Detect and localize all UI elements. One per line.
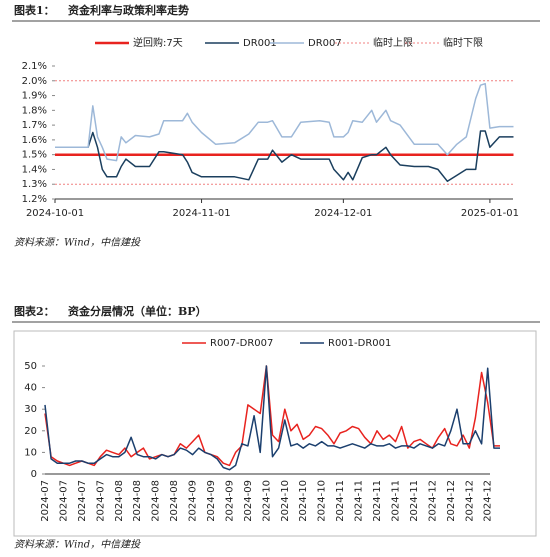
x-tick-label: 2024-12 bbox=[446, 480, 457, 522]
figure-title: 资金利率与政策利率走势 bbox=[68, 3, 189, 17]
y-tick-label: 2.0% bbox=[22, 76, 47, 87]
y-tick-label: 2.1% bbox=[22, 61, 47, 72]
x-tick-label: 2024-07 bbox=[40, 480, 51, 522]
x-tick-label: 2024-10 bbox=[280, 480, 291, 522]
x-tick-label: 2024-11 bbox=[390, 480, 401, 522]
x-tick-label: 2024-07 bbox=[95, 480, 106, 522]
legend-label: DR007 bbox=[308, 38, 342, 49]
x-tick-label: 2024-09 bbox=[188, 480, 199, 522]
x-tick-label: 2024-11 bbox=[372, 480, 383, 522]
legend-label: R007-DR007 bbox=[210, 338, 273, 349]
y-tick-label: 30 bbox=[24, 404, 37, 415]
x-tick-label: 2024-09 bbox=[206, 480, 217, 522]
chart-frame bbox=[13, 330, 537, 537]
x-tick-label: 2024-10 bbox=[317, 480, 328, 522]
y-tick-label: 10 bbox=[24, 447, 37, 458]
y-tick-label: 20 bbox=[24, 426, 37, 437]
y-tick-label: 50 bbox=[24, 361, 37, 372]
y-tick-label: 1.8% bbox=[22, 105, 47, 116]
y-tick-label: 1.7% bbox=[22, 120, 47, 131]
y-tick-label: 1.6% bbox=[22, 135, 47, 146]
figure-label: 图表1： bbox=[14, 3, 55, 17]
series-line bbox=[44, 365, 500, 471]
x-tick-label: 2024-11 bbox=[335, 480, 346, 522]
x-tick-label: 2024-09 bbox=[224, 480, 235, 522]
y-tick-label: 40 bbox=[24, 383, 37, 394]
source-note: 资料来源：Wind，中信建投 bbox=[14, 539, 141, 551]
x-tick-label: 2024-11 bbox=[409, 480, 420, 522]
legend-label: R001-DR001 bbox=[328, 338, 391, 349]
x-tick-label: 2024-10 bbox=[298, 480, 309, 522]
y-tick-label: 1.5% bbox=[22, 150, 47, 161]
series-line bbox=[55, 82, 514, 162]
x-tick-label: 2024-11-01 bbox=[172, 208, 230, 219]
source-note: 资料来源：Wind，中信建投 bbox=[14, 237, 141, 249]
x-tick-label: 2025-01-01 bbox=[461, 208, 519, 219]
figure-title: 资金分层情况（单位：BP） bbox=[68, 304, 207, 318]
y-tick-label: 1.3% bbox=[22, 179, 47, 190]
y-tick-label: 0 bbox=[31, 469, 37, 480]
x-tick-label: 2024-10 bbox=[261, 480, 272, 522]
x-tick-label: 2024-08 bbox=[114, 480, 125, 522]
legend-label: DR001 bbox=[243, 38, 277, 49]
x-tick-label: 2024-07 bbox=[58, 480, 69, 522]
x-tick-label: 2024-07 bbox=[77, 480, 88, 522]
x-tick-label: 2024-08 bbox=[132, 480, 143, 522]
y-tick-label: 1.4% bbox=[22, 164, 47, 175]
x-tick-label: 2024-12 bbox=[483, 480, 494, 522]
x-tick-label: 2024-11 bbox=[354, 480, 365, 522]
series-line bbox=[44, 365, 500, 467]
y-tick-label: 1.2% bbox=[22, 194, 47, 205]
x-tick-label: 2024-10-01 bbox=[26, 208, 84, 219]
legend-label: 临时下限 bbox=[443, 36, 483, 49]
legend-label: 临时上限 bbox=[373, 36, 413, 49]
legend-label: 逆回购:7天 bbox=[133, 36, 183, 49]
x-tick-label: 2024-09 bbox=[243, 480, 254, 522]
x-tick-label: 2024-12 bbox=[464, 480, 475, 522]
series-line bbox=[55, 130, 514, 183]
x-tick-label: 2024-12-01 bbox=[314, 208, 372, 219]
y-tick-label: 1.9% bbox=[22, 91, 47, 102]
x-tick-label: 2024-12 bbox=[427, 480, 438, 522]
figure-label: 图表2： bbox=[14, 304, 55, 318]
x-tick-label: 2024-08 bbox=[151, 480, 162, 522]
x-tick-label: 2024-08 bbox=[169, 480, 180, 522]
